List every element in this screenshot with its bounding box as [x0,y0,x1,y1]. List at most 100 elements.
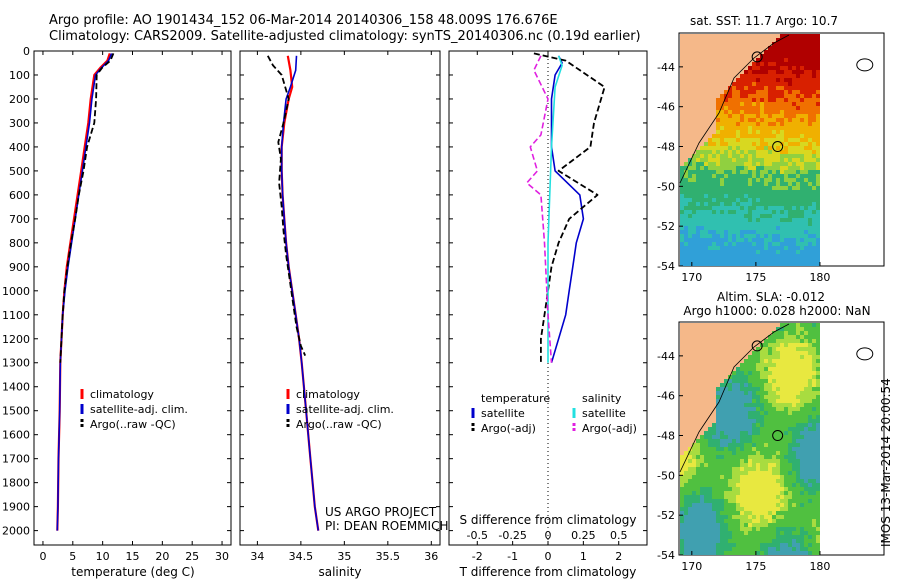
sla-map-cell [796,423,800,427]
sla-map-cell [684,455,688,459]
sst-map-cell [736,34,740,38]
sla-map-cell [760,471,764,475]
sla-map-cell [744,335,748,339]
sst-map-cell [764,34,768,38]
sst-map-cell [792,130,796,134]
sla-map-cell [744,399,748,403]
sst-map-cell [796,46,800,50]
sla-map-cell [736,479,740,483]
sla-map-cell [764,391,768,395]
latitude-tick-label: -46 [657,101,675,114]
sla-map-cell [724,407,728,411]
sst-map-cell [760,174,764,178]
sla-map-cell [784,483,788,487]
sst-map-cell [740,142,744,146]
sst-map-cell [816,182,820,186]
sla-map-cell [800,375,804,379]
sla-map-cell [728,535,732,539]
sla-map-cell [756,347,760,351]
sla-map-cell [768,411,772,415]
sla-map-cell [728,399,732,403]
sla-map-cell [808,483,812,487]
sla-map-cell [712,375,716,379]
sst-map-cell [696,190,700,194]
sla-map-cell [760,335,764,339]
sla-map-cell [816,347,820,351]
sst-map-cell [688,38,692,42]
sst-map-cell [780,206,784,210]
sst-map-cell [696,194,700,198]
sla-map-cell [712,503,716,507]
sst-map-cell [788,134,792,138]
sla-map-cell [744,471,748,475]
sla-map-cell [760,371,764,375]
sst-map-cell [760,170,764,174]
sla-map-cell [792,511,796,515]
sst-map-cell [752,54,756,58]
temperature-xtick-label: 20 [155,550,169,563]
sst-map-cell [788,102,792,106]
sst-map-cell [740,206,744,210]
sst-map-cell [688,66,692,70]
sla-map-cell [788,395,792,399]
sla-map-cell [784,391,788,395]
sla-map-cell [680,455,684,459]
sst-map-cell [728,142,732,146]
sst-map-cell [704,174,708,178]
sla-map-cell [756,379,760,383]
sla-map-cell [812,399,816,403]
sla-map-cell [748,431,752,435]
sla-map-cell [812,351,816,355]
sla-map-cell [700,479,704,483]
sla-map-cell [812,491,816,495]
sla-map-cell [788,523,792,527]
sla-map-cell [776,371,780,375]
sla-map-cell [812,403,816,407]
sst-map-cell [800,62,804,66]
sla-map-cell [776,495,780,499]
sst-map-cell [768,226,772,230]
sst-map-cell [700,146,704,150]
sla-map-cell [760,447,764,451]
sla-map-cell [800,467,804,471]
sst-map-cell [776,122,780,126]
sst-map-cell [684,194,688,198]
sst-map-cell [808,154,812,158]
sst-map-cell [776,230,780,234]
sla-map-cell [692,471,696,475]
sst-map-cell [752,114,756,118]
sst-map-cell [720,62,724,66]
sst-map-cell [780,262,784,266]
sla-map-cell [760,351,764,355]
sst-map-cell [720,58,724,62]
sst-map-cell [688,130,692,134]
sst-map-cell [744,74,748,78]
sla-map-cell [760,423,764,427]
sla-map-cell [808,515,812,519]
sla-map-cell [780,443,784,447]
sla-map-cell [752,499,756,503]
sst-map-cell [748,262,752,266]
sst-map-cell [752,182,756,186]
sst-map-cell [700,130,704,134]
sst-map-cell [800,246,804,250]
sla-map-cell [796,395,800,399]
sst-map-cell [740,34,744,38]
sst-map-cell [816,150,820,154]
sst-map-cell [736,54,740,58]
sst-map-cell [792,150,796,154]
sla-map-cell [716,415,720,419]
sst-map-cell [708,150,712,154]
sst-map-cell [724,190,728,194]
sla-map-cell [708,351,712,355]
sla-map-cell [768,419,772,423]
sst-map-cell [800,38,804,42]
sst-map-cell [760,194,764,198]
sla-map-cell [792,495,796,499]
sla-map-cell [800,475,804,479]
sst-map-cell [764,234,768,238]
sst-map-cell [800,262,804,266]
sst-map-cell [692,118,696,122]
sla-map-cell [728,531,732,535]
sst-map-cell [812,198,816,202]
